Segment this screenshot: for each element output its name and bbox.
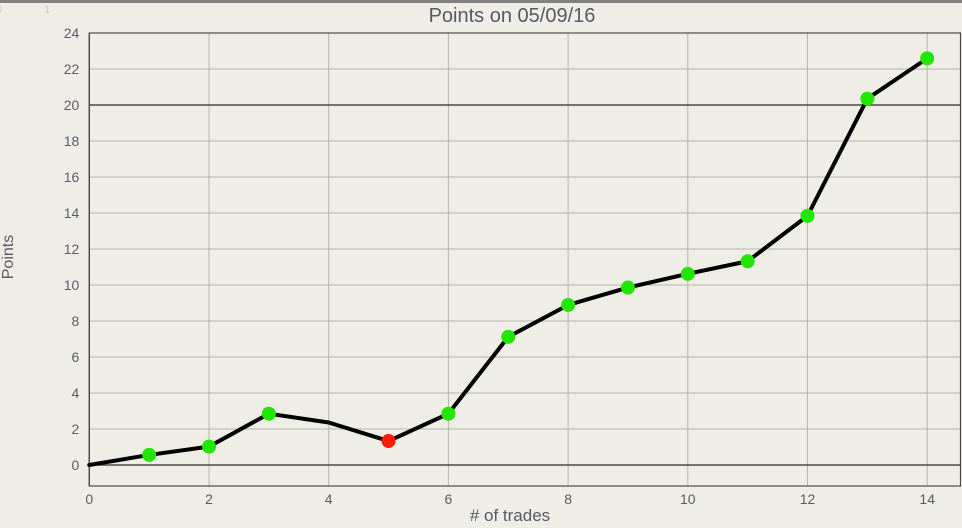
svg-text:14: 14 xyxy=(919,491,935,507)
svg-text:6: 6 xyxy=(445,491,453,507)
svg-text:2: 2 xyxy=(72,421,80,437)
svg-text:12: 12 xyxy=(64,241,80,257)
svg-text:8: 8 xyxy=(564,491,572,507)
svg-text:0: 0 xyxy=(72,457,80,473)
svg-text:14: 14 xyxy=(64,205,80,221)
svg-text:20: 20 xyxy=(64,97,80,113)
svg-text:24: 24 xyxy=(64,25,80,41)
svg-text:16: 16 xyxy=(64,169,80,185)
svg-text:8: 8 xyxy=(72,313,80,329)
svg-text:4: 4 xyxy=(72,385,80,401)
svg-text:12: 12 xyxy=(800,491,816,507)
svg-text:4: 4 xyxy=(325,491,333,507)
svg-text:6: 6 xyxy=(72,349,80,365)
svg-text:10: 10 xyxy=(680,491,696,507)
svg-text:10: 10 xyxy=(64,277,80,293)
svg-text:0: 0 xyxy=(85,491,93,507)
svg-text:2: 2 xyxy=(205,491,213,507)
svg-text:18: 18 xyxy=(64,133,80,149)
svg-text:22: 22 xyxy=(64,61,80,77)
